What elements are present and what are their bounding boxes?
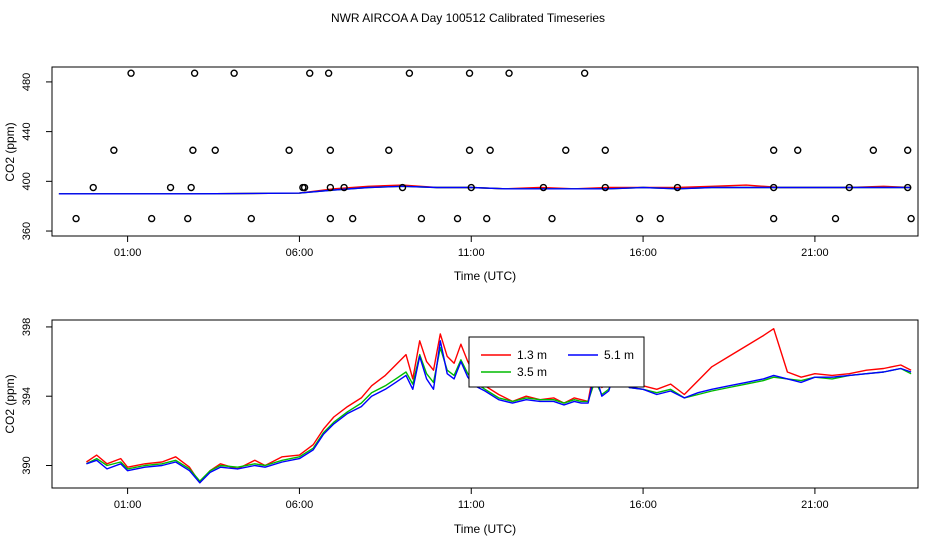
scatter-point xyxy=(465,146,474,154)
scatter-point xyxy=(903,146,912,154)
legend: 1.3 m 3.5 m 5.1 m xyxy=(468,336,645,388)
x-axis: 01:00 06:00 11:00 16:00 21:00 xyxy=(114,236,829,259)
y-tick-label: 398 xyxy=(21,318,33,336)
scatter-point xyxy=(230,69,238,77)
scatter-point xyxy=(794,146,802,154)
scatter-point xyxy=(601,183,609,192)
series-line-1-3-m xyxy=(58,184,912,195)
scatter-point xyxy=(190,69,199,77)
scatter-points xyxy=(72,69,915,223)
scatter-point xyxy=(453,214,462,223)
scatter-point xyxy=(348,214,357,223)
scatter-point xyxy=(673,183,682,192)
panel-top: 01:00 06:00 11:00 16:00 21:00 360 400 440 480 T… xyxy=(3,66,919,283)
x-tick-label: 01:00 xyxy=(114,499,142,511)
series-lines xyxy=(58,184,912,195)
x-tick-label: 16:00 xyxy=(629,247,657,259)
x-axis: 01:00 06:00 11:00 16:00 21:00 xyxy=(114,488,829,511)
x-axis-label: Time (UTC) xyxy=(454,269,516,283)
y-axis-label: CO2 (ppm) xyxy=(3,122,17,181)
scatter-point xyxy=(187,183,195,192)
y-axis-label: CO2 (ppm) xyxy=(3,374,17,433)
y-tick-label: 360 xyxy=(21,222,33,240)
scatter-point xyxy=(465,69,474,77)
x-tick-label: 11:00 xyxy=(458,499,485,511)
scatter-point xyxy=(398,183,407,192)
scatter-point xyxy=(907,214,915,223)
scatter-point xyxy=(601,146,609,154)
scatter-point xyxy=(562,146,570,154)
y-tick-label: 480 xyxy=(21,73,33,91)
scatter-point xyxy=(127,69,135,77)
scatter-point xyxy=(656,214,664,223)
scatter-point xyxy=(306,69,314,77)
x-tick-label: 01:00 xyxy=(114,247,142,259)
scatter-point xyxy=(285,146,293,154)
scatter-point xyxy=(110,146,118,154)
scatter-point xyxy=(324,69,333,77)
y-tick-label: 390 xyxy=(21,456,33,474)
scatter-point xyxy=(635,214,644,223)
legend-label-3-5m: 3.5 m xyxy=(517,365,547,379)
scatter-point xyxy=(72,214,80,223)
legend-box xyxy=(468,336,645,388)
scatter-point xyxy=(89,183,97,192)
scatter-point xyxy=(483,214,491,223)
scatter-point xyxy=(548,214,556,223)
scatter-point xyxy=(467,183,475,192)
panel-bottom: 01:00 06:00 11:00 16:00 21:00 390 394 398 Time… xyxy=(3,318,919,536)
y-tick-label: 394 xyxy=(21,387,33,405)
x-tick-label: 16:00 xyxy=(629,499,657,511)
scatter-point xyxy=(326,183,335,192)
scatter-point xyxy=(869,146,878,154)
scatter-point xyxy=(486,146,494,154)
x-tick-label: 21:00 xyxy=(801,247,829,259)
scatter-point xyxy=(845,183,853,192)
x-tick-label: 06:00 xyxy=(286,247,314,259)
legend-label-5-1m: 5.1 m xyxy=(604,348,634,362)
scatter-point xyxy=(539,183,548,192)
x-tick-label: 11:00 xyxy=(458,247,485,259)
scatter-point xyxy=(247,214,256,223)
scatter-point xyxy=(769,214,778,223)
scatter-point xyxy=(505,69,513,77)
scatter-point xyxy=(189,146,197,154)
scatter-point xyxy=(211,146,219,154)
x-tick-label: 21:00 xyxy=(801,499,829,511)
scatter-point xyxy=(184,214,192,223)
scatter-point xyxy=(385,146,393,154)
plot-frame xyxy=(51,319,919,489)
scatter-point xyxy=(147,214,156,223)
scatter-point xyxy=(580,69,589,77)
scatter-point xyxy=(326,214,335,223)
scatter-point xyxy=(831,214,840,223)
scatter-point xyxy=(903,183,912,192)
scatter-point xyxy=(300,183,309,192)
scatter-point xyxy=(769,146,778,154)
y-tick-label: 400 xyxy=(21,172,33,190)
scatter-point xyxy=(405,69,414,77)
x-axis-label: Time (UTC) xyxy=(454,522,516,536)
y-tick-label: 440 xyxy=(21,122,33,140)
scatter-point xyxy=(340,183,348,192)
legend-label-1-3m: 1.3 m xyxy=(517,348,547,362)
scatter-point xyxy=(166,183,175,192)
plot-frame xyxy=(51,66,919,237)
scatter-point xyxy=(326,146,335,154)
y-axis: 390 394 398 xyxy=(21,318,52,475)
series-line-5-1-m xyxy=(58,185,912,195)
y-axis: 360 400 440 480 xyxy=(21,73,52,240)
figure-title: NWR AIRCOA A Day 100512 Calibrated Times… xyxy=(331,11,605,25)
scatter-point xyxy=(417,214,426,223)
scatter-point xyxy=(769,183,778,192)
x-tick-label: 06:00 xyxy=(286,499,314,511)
